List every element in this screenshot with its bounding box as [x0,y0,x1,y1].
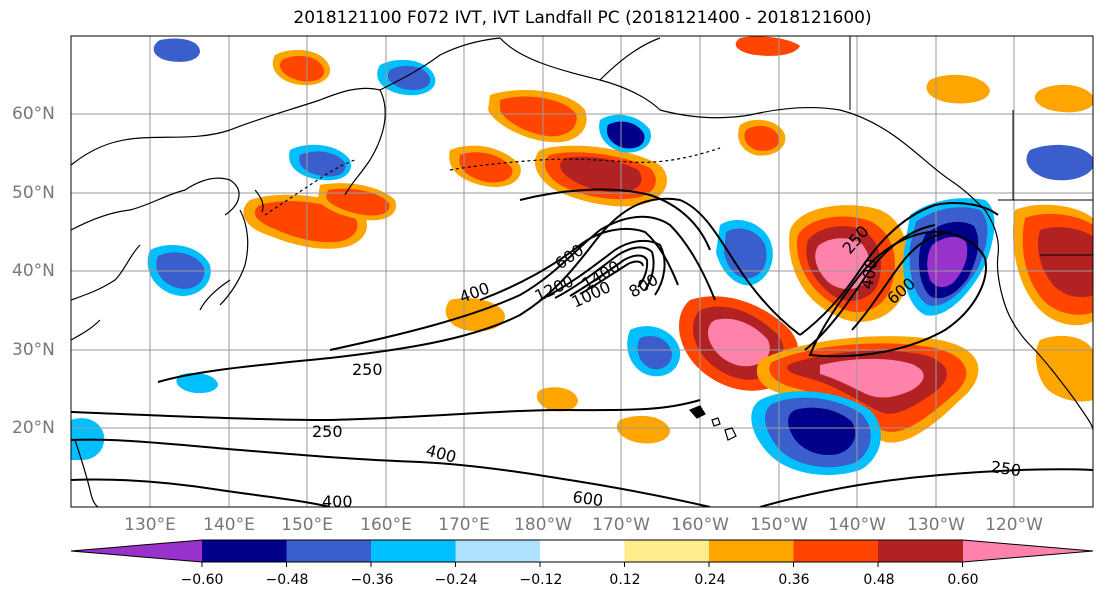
contour-label: 400 [322,492,353,511]
colorbar-tick-label: −0.12 [519,572,563,588]
map-title: 2018121100 F072 IVT, IVT Landfall PC (20… [293,8,872,28]
lon-label: 170°E [438,515,490,535]
lat-label: 60°N [12,104,55,124]
colorbar-segment [624,540,710,562]
colorbar-tick-label: −0.24 [434,572,478,588]
lon-label: 140°W [828,515,886,535]
colorbar-tickmarks [201,562,963,567]
map-frame [70,35,1094,508]
lat-label: 20°N [12,418,55,438]
colorbar-segment [540,540,625,562]
contour-label: 250 [312,422,343,441]
colorbar-segment [286,540,372,562]
colorbar-tick-label: −0.60 [180,572,224,588]
contour-label: 600 [571,487,604,510]
lon-label: 170°W [592,515,650,535]
colorbar-tick-label: 0.60 [947,572,979,588]
lon-label: 140°E [203,515,255,535]
lon-label: 130°W [907,515,965,535]
colorbar-tick-label: 0.48 [863,572,895,588]
colorbar-tick-label: 0.12 [609,572,641,588]
lon-label: 150°E [281,515,333,535]
colorbar-segment [455,540,541,562]
lon-label: 130°E [124,515,176,535]
lat-label: 30°N [12,340,55,360]
lon-label: 180°W [514,515,572,535]
lat-label: 50°N [12,183,55,203]
colorbar-segment [963,540,1093,562]
colorbar-tick-label: 0.24 [694,572,726,588]
lon-label: 120°W [985,515,1043,535]
lon-label: 160°E [360,515,412,535]
pc-shading [71,36,1093,475]
colorbar-segment [202,540,287,562]
colorbar-segment [878,540,963,562]
colorbar-segment [793,540,879,562]
lon-label: 160°W [671,515,729,535]
lat-label: 40°N [12,261,55,281]
colorbar-segment [71,540,202,562]
colorbar-tick-label: −0.48 [265,572,309,588]
colorbar-segments [70,539,1094,563]
colorbar-tick-label: 0.36 [778,572,810,588]
colorbar-tick-label: −0.36 [350,572,394,588]
colorbar-segment [709,540,794,562]
colorbar-segment [371,540,456,562]
ivt-contours [71,188,1093,507]
coastlines [71,36,1093,507]
contour-label: 250 [352,360,383,379]
contour-label: 250 [989,457,1022,480]
lon-label: 150°W [750,515,808,535]
